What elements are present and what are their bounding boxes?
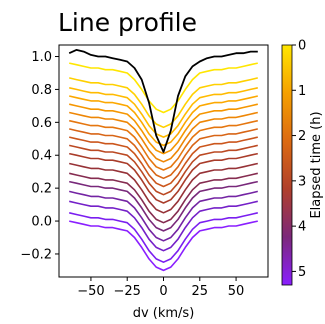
y-tick-label: 0.8 (31, 83, 52, 98)
y-tick-label: −0.2 (20, 247, 52, 262)
model-series-line-16 (69, 212, 258, 263)
x-axis-label: dv (km/s) (133, 306, 195, 321)
model-series-line-15 (69, 200, 258, 252)
model-series-line-7 (69, 128, 258, 180)
colorbar (281, 44, 293, 286)
colorbar-tick-label: 4 (298, 220, 306, 235)
y-tick-label: 0.0 (31, 215, 52, 230)
model-series-line-2 (69, 87, 258, 138)
chart-title: Line profile (58, 8, 197, 37)
colorbar-tick-label: 3 (298, 174, 306, 189)
model-series-line-10 (69, 152, 258, 204)
model-series-line-3 (69, 95, 258, 147)
model-series-line-14 (69, 190, 258, 242)
observed-series-line (68, 49, 258, 153)
model-series-line-0 (69, 62, 258, 114)
y-tick-label: 1.0 (31, 50, 52, 65)
colorbar-tick-label: 5 (298, 265, 306, 280)
x-tick-label: 0 (159, 284, 167, 299)
colorbar-tick-label: 2 (298, 129, 306, 144)
model-series-line-4 (69, 103, 258, 155)
y-tick-label: 0.4 (31, 149, 52, 164)
y-tick-label: 0.6 (31, 116, 52, 131)
model-series-line-17 (69, 220, 258, 272)
series-layer (68, 49, 258, 272)
y-tick-label: 0.2 (31, 182, 52, 197)
x-axis: −50 −25 0 25 50 (77, 277, 244, 299)
x-tick-label: −50 (77, 284, 104, 299)
x-tick-label: 25 (192, 284, 209, 299)
model-series-line-5 (69, 111, 258, 163)
model-series-line-9 (69, 144, 258, 196)
colorbar-label: Elapsed time (h) (309, 111, 324, 218)
x-tick-label: −25 (113, 284, 140, 299)
colorbar-ticks: 0 1 2 3 4 5 (292, 39, 306, 280)
model-series-line-1 (69, 77, 258, 129)
model-series-line-11 (69, 162, 258, 214)
model-series-line-8 (69, 136, 258, 188)
model-series-line-12 (69, 172, 258, 224)
model-series-line-6 (69, 119, 258, 171)
model-series-line-13 (69, 180, 258, 232)
colorbar-tick-label: 0 (298, 39, 306, 54)
x-tick-label: 50 (228, 284, 245, 299)
colorbar-tick-label: 1 (298, 84, 306, 99)
y-axis: −0.2 0.0 0.2 0.4 0.6 0.8 1.0 (20, 50, 59, 262)
